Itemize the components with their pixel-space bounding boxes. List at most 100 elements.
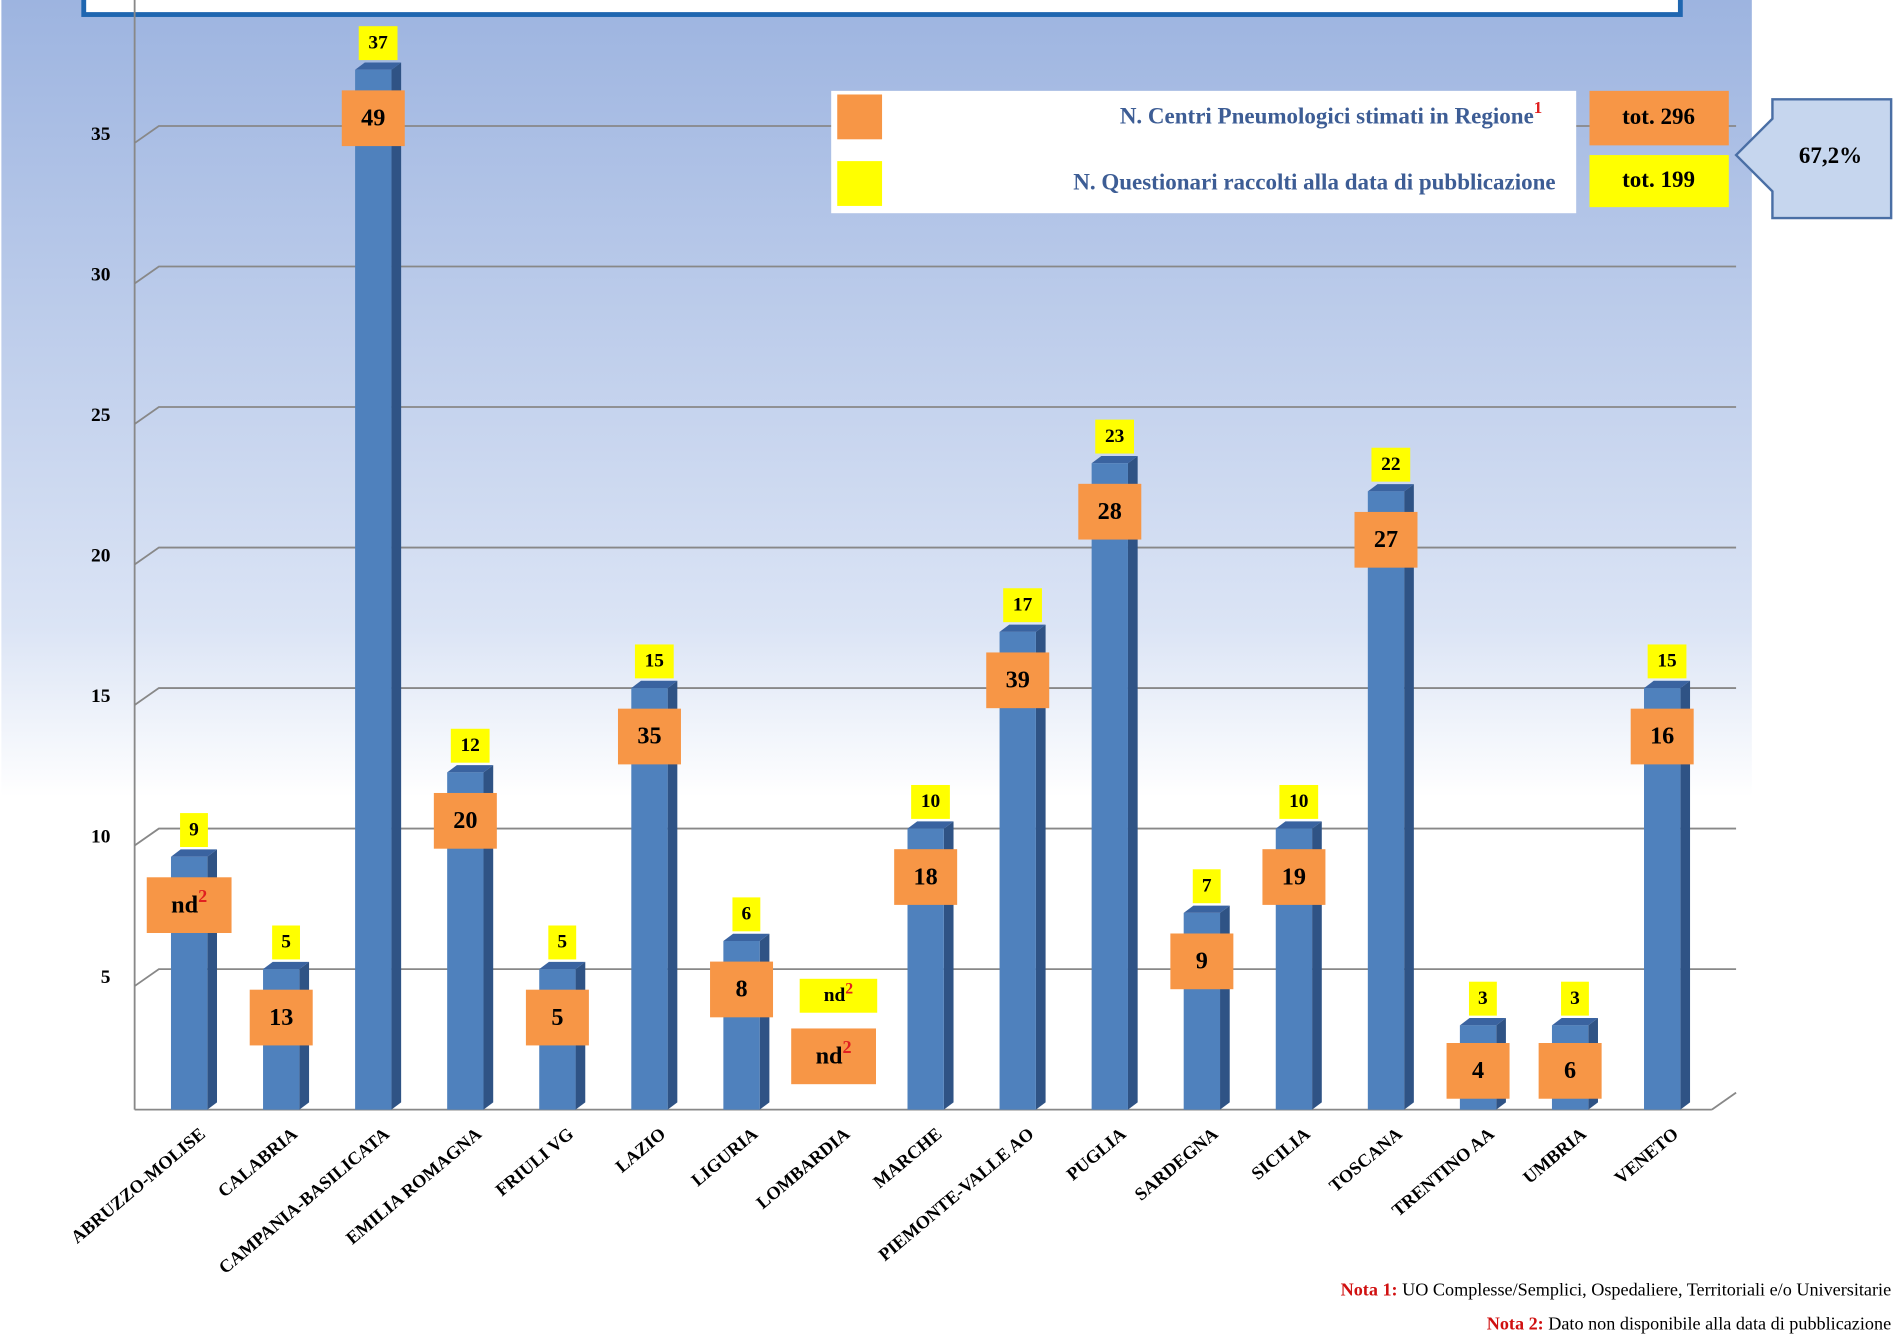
bar-top bbox=[355, 62, 402, 70]
bar-top bbox=[447, 765, 494, 773]
legend-label: N. Questionari raccolti alla data di pub… bbox=[1073, 168, 1555, 194]
total-label: tot. 199 bbox=[1622, 166, 1695, 192]
center-label: 8 bbox=[735, 975, 747, 1002]
center-label-text: 35 bbox=[637, 722, 661, 749]
bar-side bbox=[667, 680, 678, 1110]
center-label: 28 bbox=[1098, 497, 1122, 524]
nd-superscript: 2 bbox=[845, 980, 853, 997]
center-label-text: 5 bbox=[551, 1003, 563, 1030]
legend-label: N. Centri Pneumologici stimati in Region… bbox=[1120, 98, 1542, 129]
center-label-text: 27 bbox=[1374, 526, 1398, 553]
center-label-text: 18 bbox=[914, 863, 938, 890]
total-box bbox=[1589, 90, 1729, 146]
bar-side bbox=[1680, 680, 1691, 1110]
bar-top bbox=[263, 961, 310, 970]
grid-line bbox=[134, 687, 1737, 706]
note-text: UO Complesse/Semplici, Ospedaliere, Terr… bbox=[1398, 1280, 1892, 1300]
center-label-box bbox=[617, 708, 681, 765]
bar-side bbox=[1404, 484, 1414, 1110]
center-label-box bbox=[1538, 1043, 1602, 1099]
center-label-box bbox=[1354, 511, 1418, 568]
center-label-text: 6 bbox=[1564, 1057, 1576, 1084]
value-label: 5 bbox=[281, 932, 291, 953]
value-label: 22 bbox=[1381, 454, 1400, 475]
value-label-text: 5 bbox=[281, 932, 291, 953]
center-label-text: 19 bbox=[1282, 863, 1306, 890]
center-label-box bbox=[146, 877, 232, 934]
value-label-box bbox=[634, 644, 674, 679]
value-label-box bbox=[1003, 588, 1042, 623]
center-label-box bbox=[710, 961, 774, 1018]
legend-swatch bbox=[837, 94, 883, 140]
value-label: 6 bbox=[742, 904, 752, 925]
center-label-box bbox=[1446, 1043, 1510, 1099]
center-label-box bbox=[525, 989, 589, 1046]
value-label-box bbox=[180, 813, 208, 847]
center-label-text: nd bbox=[816, 1042, 843, 1069]
y-tick-label: 20 bbox=[91, 546, 110, 567]
bar bbox=[1367, 491, 1405, 1110]
value-label-text: 23 bbox=[1105, 426, 1125, 447]
center-label: 20 bbox=[453, 807, 477, 834]
y-tick-label: 25 bbox=[91, 405, 110, 426]
y-tick-label: 15 bbox=[91, 686, 110, 707]
center-label: 35 bbox=[637, 722, 661, 749]
center-label-box bbox=[791, 1028, 876, 1085]
center-label: 27 bbox=[1374, 526, 1398, 553]
legend-box bbox=[831, 90, 1577, 214]
bar bbox=[1091, 463, 1128, 1110]
value-label: 17 bbox=[1013, 595, 1033, 616]
bar-top bbox=[1644, 680, 1691, 689]
center-label-box bbox=[986, 652, 1050, 709]
y-tick-label: 30 bbox=[91, 265, 110, 286]
grid-line bbox=[134, 265, 1737, 285]
note: Nota 2: Dato non disponibile alla data d… bbox=[1487, 1313, 1891, 1333]
value-label-text: 9 bbox=[189, 820, 199, 841]
value-label-text: 15 bbox=[645, 651, 664, 672]
value-label-text: 15 bbox=[1657, 651, 1676, 672]
value-label-text: 3 bbox=[1478, 988, 1488, 1009]
bar-top bbox=[539, 961, 586, 970]
bar-top bbox=[999, 624, 1046, 632]
value-label: 10 bbox=[1289, 792, 1308, 813]
value-label: 12 bbox=[460, 735, 479, 756]
center-label-text: nd bbox=[171, 891, 198, 918]
value-label: 7 bbox=[1202, 876, 1212, 897]
value-label-box bbox=[1371, 447, 1411, 482]
value-label-box bbox=[1468, 981, 1497, 1016]
ratio-label: 67,2% bbox=[1799, 142, 1862, 168]
bar-side bbox=[483, 765, 494, 1110]
center-label-text: 13 bbox=[269, 1003, 293, 1030]
y-tick-label: 10 bbox=[91, 827, 110, 848]
center-label-text: 4 bbox=[1472, 1057, 1484, 1084]
legend-swatch bbox=[837, 161, 883, 206]
value-label: 3 bbox=[1478, 988, 1488, 1009]
value-label-text: nd bbox=[824, 985, 846, 1006]
center-label-box bbox=[433, 792, 497, 849]
nd-superscript: 2 bbox=[843, 1037, 852, 1057]
center-label-text: 16 bbox=[1650, 722, 1674, 749]
x-axis-depth bbox=[1711, 1091, 1737, 1111]
legend-superscript: 1 bbox=[1534, 98, 1542, 117]
bar-side bbox=[391, 62, 402, 1110]
bar-side bbox=[759, 933, 770, 1110]
center-label: nd2 bbox=[171, 886, 207, 918]
y-tick-label: 5 bbox=[101, 967, 111, 988]
value-label: nd2 bbox=[824, 980, 854, 1006]
value-label-text: 6 bbox=[742, 904, 752, 925]
value-label-text: 37 bbox=[368, 33, 388, 54]
value-label: 37 bbox=[368, 33, 388, 54]
value-label-box bbox=[358, 26, 398, 61]
center-label: nd2 bbox=[816, 1037, 852, 1069]
value-label: 10 bbox=[921, 792, 940, 813]
center-label: 39 bbox=[1006, 666, 1030, 693]
value-label-text: 3 bbox=[1570, 988, 1580, 1009]
center-label: 19 bbox=[1282, 863, 1306, 890]
y-tick-label: 35 bbox=[91, 124, 110, 145]
nd-superscript: 2 bbox=[198, 886, 207, 906]
bar-top bbox=[723, 933, 770, 942]
value-label-box bbox=[1192, 869, 1221, 904]
value-label-box bbox=[272, 925, 300, 960]
legend-text: N. Centri Pneumologici stimati in Region… bbox=[1120, 103, 1534, 129]
